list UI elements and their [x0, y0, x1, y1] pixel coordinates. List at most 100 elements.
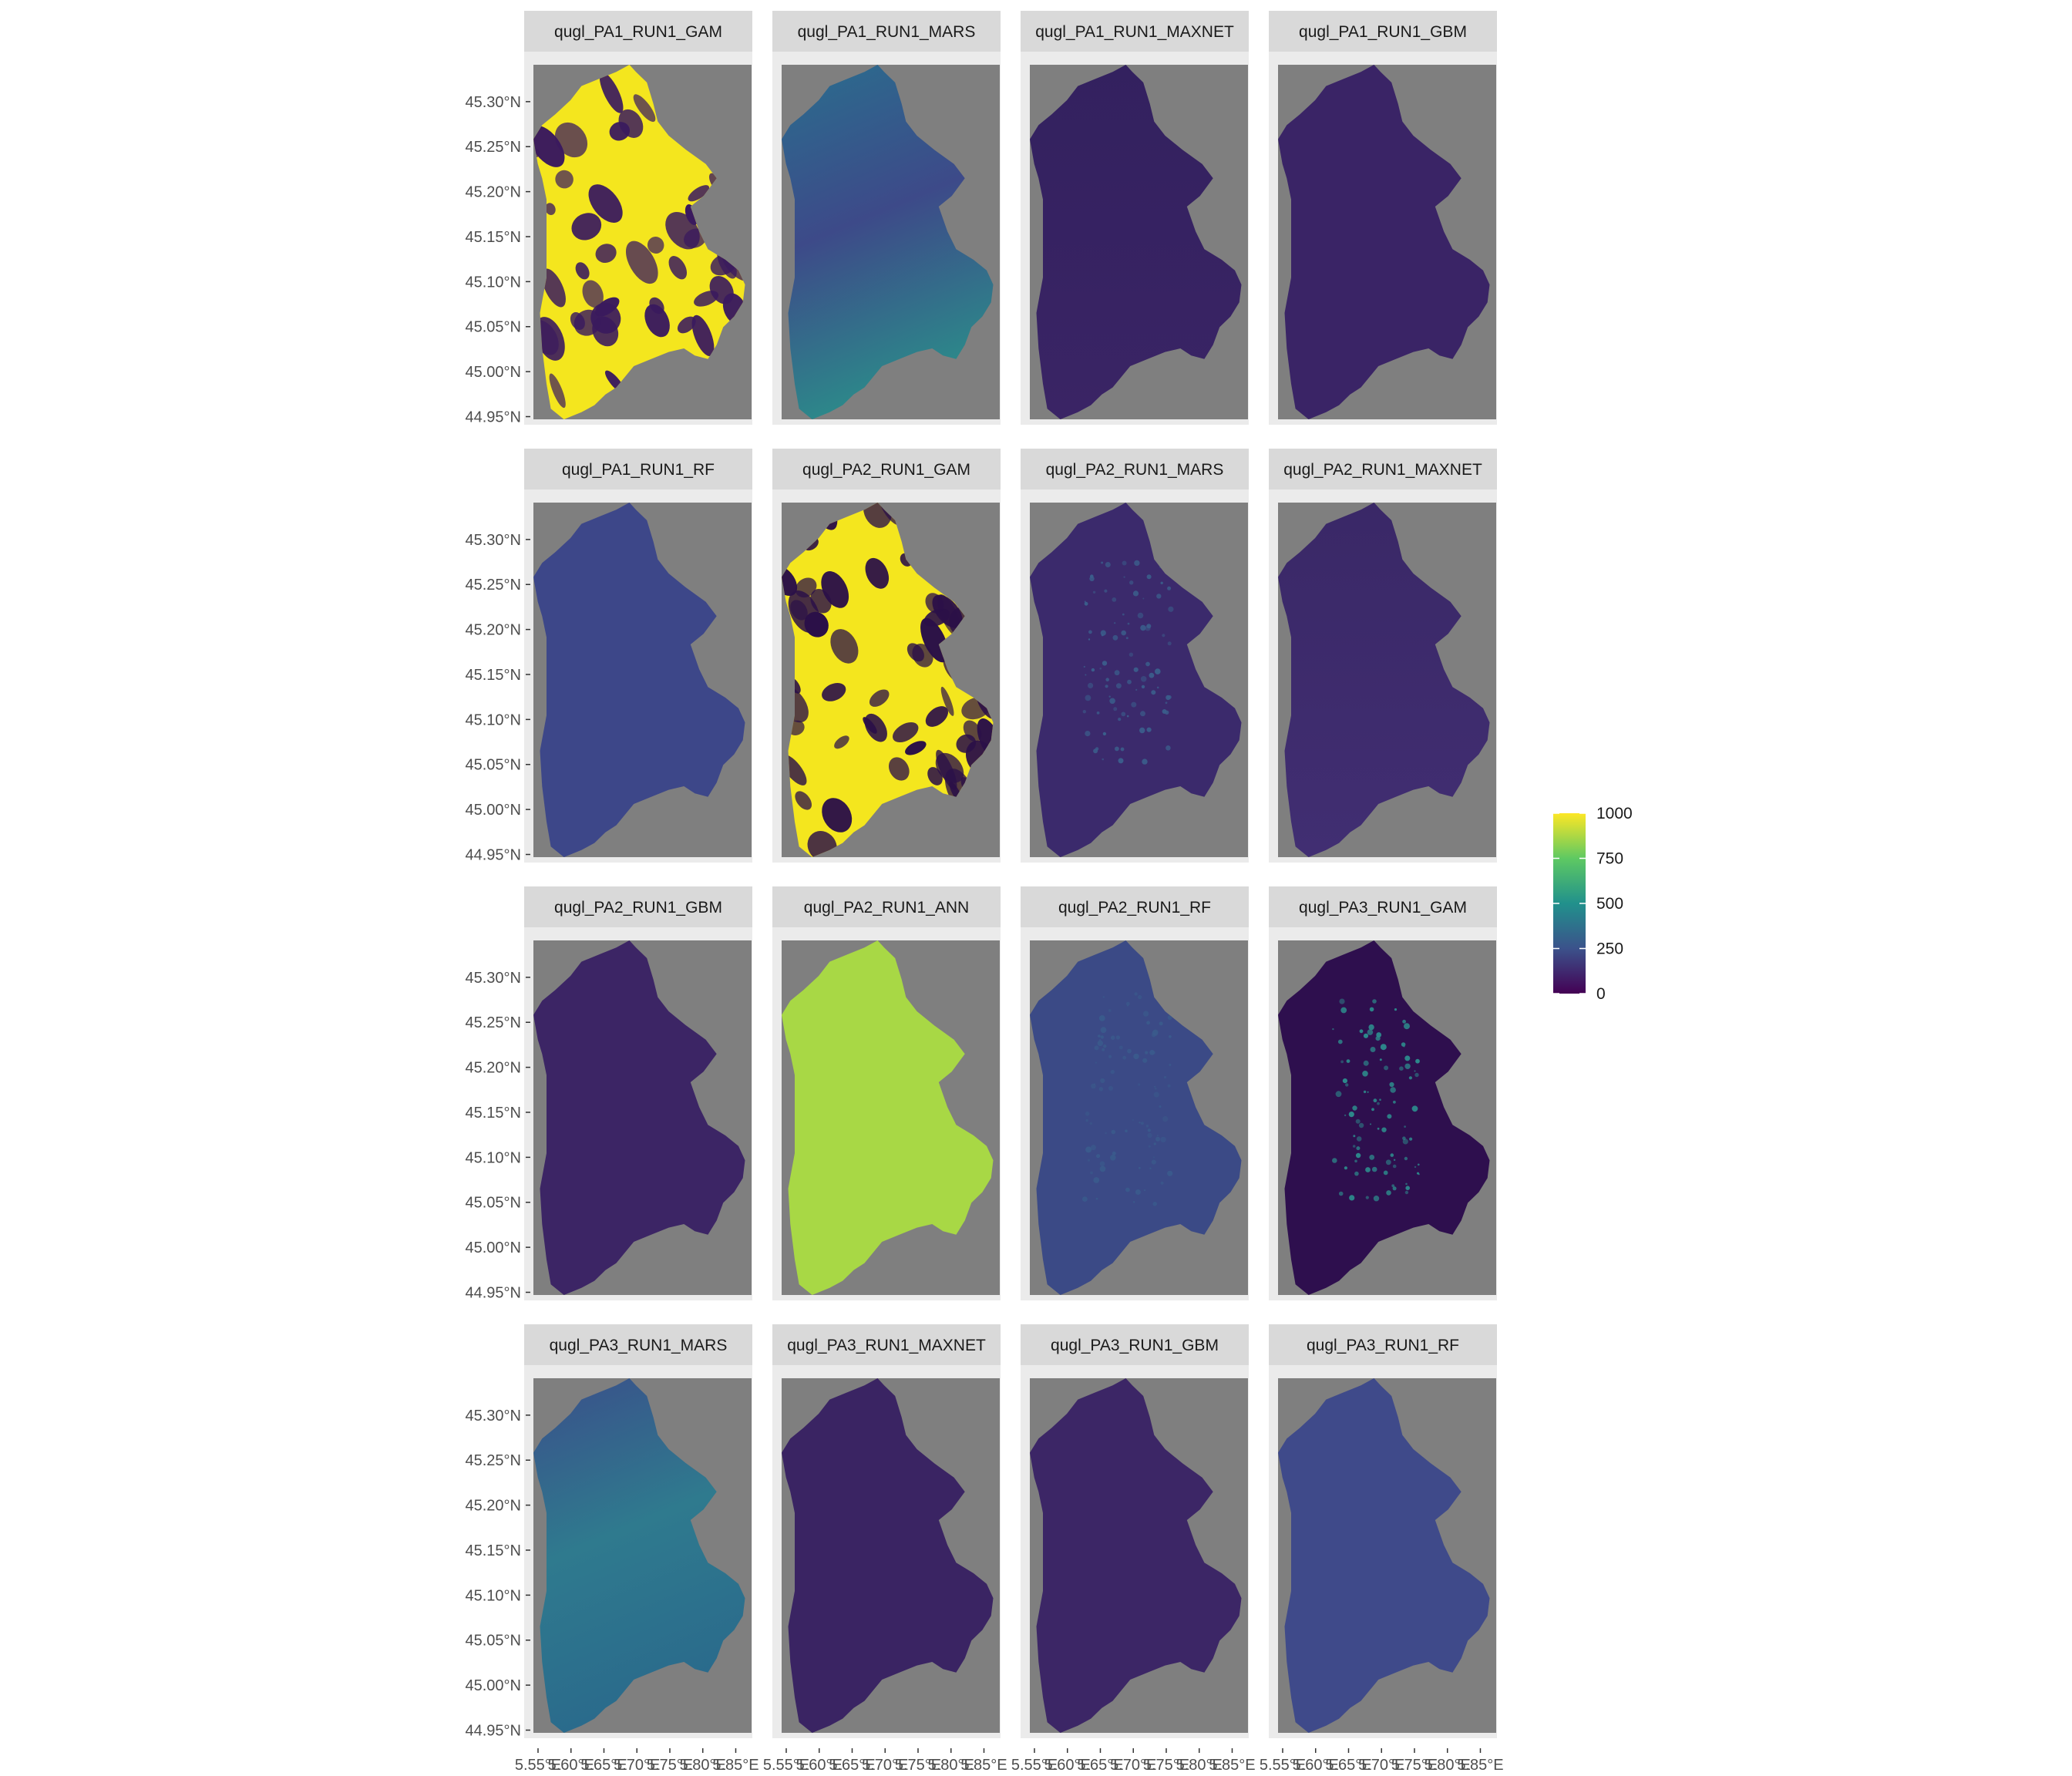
facet-strip	[772, 11, 1001, 52]
x-tick-label: 5.65°E	[829, 1757, 875, 1774]
facet-strip	[1269, 1324, 1497, 1365]
y-tick-label: 45.20°N	[466, 1060, 522, 1077]
facet-strip	[1269, 449, 1497, 489]
facet-panel: qugl_PA1_RUN1_GBM	[1269, 11, 1497, 425]
facet-strip	[1269, 11, 1497, 52]
y-tick-label: 45.15°N	[466, 1105, 522, 1122]
facet-panel: qugl_PA3_RUN1_MARS	[524, 1324, 752, 1738]
raster-speckles	[1082, 992, 1173, 1206]
facet-title: qugl_PA3_RUN1_RF	[1307, 1337, 1459, 1354]
x-tick-label: 5.85°E	[1209, 1757, 1255, 1774]
facet-panel: qugl_PA2_RUN1_MAXNET	[1269, 449, 1497, 863]
x-tick-label: 5.60°E	[548, 1757, 594, 1774]
y-tick-label: 45.05°N	[466, 319, 522, 336]
region-raster	[1278, 1378, 1490, 1733]
facet-title: qugl_PA2_RUN1_MAXNET	[1283, 461, 1482, 479]
y-tick-label: 45.10°N	[466, 711, 522, 728]
y-tick-label: 45.00°N	[466, 802, 522, 819]
facet-panel: qugl_PA2_RUN1_ANN	[772, 886, 1001, 1300]
x-tick-label: 5.70°E	[862, 1757, 908, 1774]
y-tick-label: 45.10°N	[466, 1587, 522, 1604]
facet-strip	[772, 449, 1001, 489]
x-tick-label: 5.70°E	[614, 1757, 660, 1774]
x-tick-label: 5.60°E	[1293, 1757, 1339, 1774]
facet-strip	[772, 1324, 1001, 1365]
region-raster	[533, 940, 745, 1295]
y-tick-label: 45.30°N	[466, 1408, 522, 1424]
x-tick-label: 5.75°E	[1143, 1757, 1189, 1774]
y-tick-label: 45.25°N	[466, 1452, 522, 1469]
y-tick-label: 44.95°N	[466, 846, 522, 863]
y-tick-label: 45.05°N	[466, 1633, 522, 1650]
facet-panel: qugl_PA2_RUN1_GBM	[524, 886, 752, 1300]
legend-tick-label: 500	[1596, 895, 1623, 913]
y-tick-label: 44.95°N	[466, 409, 522, 426]
x-tick-label: 5.55°E	[763, 1757, 809, 1774]
x-tick-label: 5.85°E	[960, 1757, 1007, 1774]
y-tick-label: 45.30°N	[466, 970, 522, 987]
x-tick-label: 5.55°E	[515, 1757, 561, 1774]
x-tick-label: 5.80°E	[1176, 1757, 1223, 1774]
y-tick-label: 44.95°N	[466, 1722, 522, 1739]
region-raster	[782, 940, 994, 1295]
facet-panel: qugl_PA3_RUN1_RF	[1269, 1324, 1497, 1738]
y-tick-label: 45.20°N	[466, 184, 522, 201]
facet-strip	[1021, 1324, 1249, 1365]
facet-title: qugl_PA1_RUN1_MAXNET	[1035, 23, 1234, 41]
y-tick-label: 45.10°N	[466, 274, 522, 291]
region-raster	[1030, 65, 1242, 419]
legend-layer: 1000 750 500 250 0	[1553, 805, 1633, 1003]
facet-title: qugl_PA1_RUN1_RF	[562, 461, 715, 479]
facet-title: qugl_PA2_RUN1_ANN	[804, 899, 969, 917]
facet-title: qugl_PA1_RUN1_GBM	[1299, 23, 1467, 41]
x-tick-label: 5.55°E	[1260, 1757, 1306, 1774]
facet-title: qugl_PA3_RUN1_GBM	[1051, 1337, 1219, 1354]
region-raster	[782, 65, 994, 419]
y-tick-label: 45.25°N	[466, 139, 522, 156]
legend-tick-label: 250	[1596, 940, 1623, 958]
y-tick-label: 44.95°N	[466, 1284, 522, 1301]
facet-title: qugl_PA1_RUN1_MARS	[798, 23, 976, 41]
y-tick-label: 45.30°N	[466, 94, 522, 111]
x-tick-label: 5.65°E	[580, 1757, 627, 1774]
y-tick-label: 45.00°N	[466, 364, 522, 381]
x-tick-label: 5.85°E	[1457, 1757, 1503, 1774]
facet-strip	[772, 886, 1001, 927]
x-tick-label: 5.70°E	[1358, 1757, 1404, 1774]
facet-panel: qugl_PA2_RUN1_MARS	[1021, 449, 1249, 863]
region-raster	[533, 1378, 745, 1733]
x-tick-label: 5.65°E	[1325, 1757, 1371, 1774]
legend-tick-label: 750	[1596, 850, 1623, 868]
facet-strip	[1021, 11, 1249, 52]
facet-title: qugl_PA3_RUN1_GAM	[1299, 899, 1467, 917]
x-tick-label: 5.55°E	[1011, 1757, 1058, 1774]
x-tick-label: 5.85°E	[712, 1757, 758, 1774]
x-tick-label: 5.60°E	[796, 1757, 843, 1774]
region-raster	[1278, 503, 1490, 857]
facet-strip	[524, 449, 752, 489]
x-tick-label: 5.65°E	[1077, 1757, 1123, 1774]
facet-strip	[524, 886, 752, 927]
y-tick-label: 45.00°N	[466, 1677, 522, 1694]
y-tick-label: 45.10°N	[466, 1149, 522, 1166]
y-tick-label: 45.25°N	[466, 1014, 522, 1031]
y-tick-label: 45.20°N	[466, 1498, 522, 1515]
facet-panel: qugl_PA1_RUN1_RF	[524, 449, 752, 863]
region-raster	[1278, 940, 1490, 1295]
facet-title: qugl_PA2_RUN1_RF	[1058, 899, 1211, 917]
region-raster	[1030, 1378, 1242, 1733]
legend-tick-label: 1000	[1596, 805, 1633, 822]
facet-panel: qugl_PA1_RUN1_MAXNET	[1021, 11, 1249, 425]
facet-panel: qugl_PA1_RUN1_GAM	[524, 11, 752, 425]
legend-tick-label: 0	[1596, 985, 1606, 1003]
x-tick-label: 5.75°E	[647, 1757, 693, 1774]
x-tick-label: 5.75°E	[895, 1757, 941, 1774]
facet-title: qugl_PA3_RUN1_MAXNET	[787, 1337, 986, 1354]
x-tick-label: 5.80°E	[928, 1757, 974, 1774]
facet-panel: qugl_PA3_RUN1_GBM	[1021, 1324, 1249, 1738]
region-raster	[1278, 65, 1490, 419]
region-raster	[1030, 503, 1242, 857]
facet-title: qugl_PA1_RUN1_GAM	[554, 23, 722, 41]
region-raster	[533, 503, 745, 857]
